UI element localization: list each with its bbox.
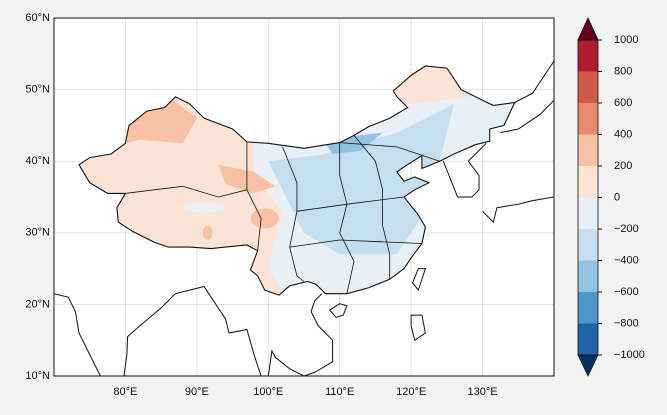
coastline [482,196,554,224]
colorbar-segment [578,40,598,72]
province-border [246,141,262,251]
province-border [289,239,422,248]
colorbar-tick-label: −400 [614,254,639,266]
x-tick-label: 120°E [396,386,426,398]
colorbar-segment [578,71,598,103]
colorbar-tick-label: 0 [614,191,620,203]
x-tick-label: 80°E [113,386,137,398]
colorbar-segment [578,166,598,198]
province-border [353,135,391,280]
coastline [442,142,487,198]
colorbar-tick-label: 200 [614,160,632,172]
province-border [339,142,355,294]
colorbar-tick-label: −1000 [614,349,645,361]
x-tick-label: 90°E [185,386,209,398]
y-tick-label: 40°N [25,155,50,167]
colorbar-extend [577,17,599,41]
colorbar-segment [578,323,598,355]
colorbar-tick-label: −600 [614,286,639,298]
region-fill [202,225,213,240]
colorbar-segment [578,260,598,292]
colorbar-tick-label: 400 [614,128,632,140]
province-border [282,146,305,282]
island [410,314,426,342]
colorbar-tick-label: −800 [614,317,639,329]
y-tick-label: 50°N [25,84,50,96]
x-tick-label: 100°E [253,386,283,398]
y-tick-label: 20°N [25,298,50,310]
y-tick-label: 30°N [25,227,50,239]
coastline [123,285,262,376]
province-border [125,185,247,198]
region-fill [250,208,279,229]
coastline [500,99,554,134]
colorbar-tick-label: 600 [614,97,632,109]
colorbar-segment [578,229,598,261]
coastline [267,293,334,376]
coastline [54,293,101,376]
colorbar-tick-label: 1000 [614,34,638,46]
province-border [296,196,405,212]
colorbar-segment [578,197,598,229]
colorbar: −1000 −800 −600 −400 −200 0 200 400 600 800 1000 [577,17,645,377]
map-frame [53,17,555,377]
axis-ticks: 80°E 90°E 100°E 110°E 120°E 130°E 10°N 20°N 30°N… [25,12,497,398]
x-tick-label: 130°E [468,386,498,398]
region-fill [182,202,226,213]
colorbar-extend [577,354,599,377]
y-tick-label: 60°N [25,12,50,24]
y-tick-label: 10°N [25,370,50,382]
island [412,268,427,292]
province-border [339,142,440,162]
island [328,303,348,318]
colorbar-segment [578,103,598,135]
colorbar-segment [578,292,598,324]
coastline [514,60,554,103]
country-border [78,65,516,296]
colorbar-tick-label: −200 [614,223,639,235]
colorbar-tick-label: 800 [614,65,632,77]
x-tick-label: 110°E [325,386,354,398]
colorbar-segment [578,134,598,166]
region-fill [268,103,454,255]
